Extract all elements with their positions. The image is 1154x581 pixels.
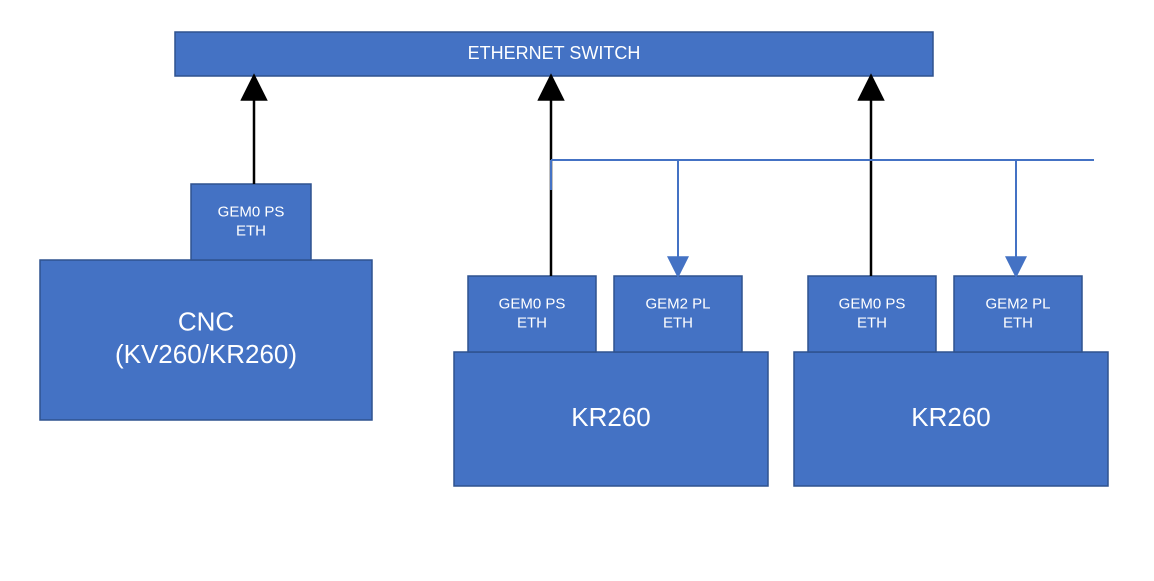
node-kr2_p0: GEM0 PSETH — [808, 276, 936, 352]
node-switch: ETHERNET SWITCH — [175, 32, 933, 76]
node-kr1_p2: GEM2 PLETH — [614, 276, 742, 352]
node-kr1_p0-label: GEM0 PS — [499, 296, 566, 313]
node-kr1_p2-label: ETH — [663, 314, 693, 331]
node-cnc: CNC(KV260/KR260) — [40, 260, 372, 420]
node-kr2: KR260 — [794, 352, 1108, 486]
node-cnc-label: (KV260/KR260) — [115, 339, 297, 369]
node-kr1_p0-label: ETH — [517, 314, 547, 331]
node-kr2_p2: GEM2 PLETH — [954, 276, 1082, 352]
node-kr1-label: KR260 — [571, 402, 651, 432]
node-cnc-label: CNC — [178, 307, 234, 337]
node-kr2_p0-label: GEM0 PS — [839, 296, 906, 313]
node-kr1_p2-label: GEM2 PL — [645, 296, 710, 313]
node-kr1: KR260 — [454, 352, 768, 486]
node-kr1_p0: GEM0 PSETH — [468, 276, 596, 352]
node-cnc_port-label: ETH — [236, 222, 266, 239]
node-kr2_p2-label: GEM2 PL — [985, 296, 1050, 313]
node-switch-label: ETHERNET SWITCH — [468, 43, 641, 63]
node-cnc_port: GEM0 PSETH — [191, 184, 311, 260]
node-kr2-label: KR260 — [911, 402, 991, 432]
node-kr2_p2-label: ETH — [1003, 314, 1033, 331]
node-kr2_p0-label: ETH — [857, 314, 887, 331]
node-cnc_port-label: GEM0 PS — [218, 204, 285, 221]
